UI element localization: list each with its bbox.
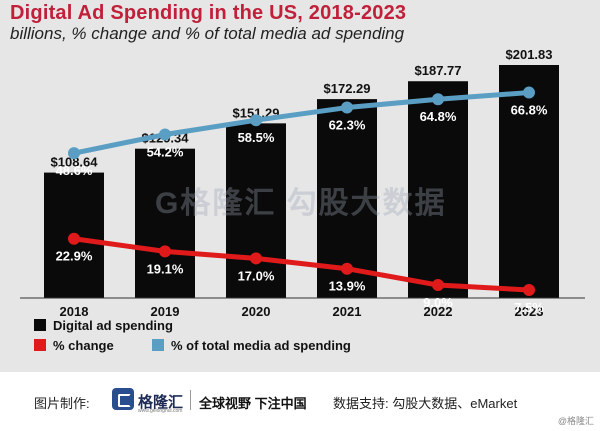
footer-source: 数据支持: 勾股大数据、eMarket [333,396,518,411]
series-point-0 [341,101,353,114]
footer-brand-url: www.gelonghui.com [138,408,183,414]
series-data-label: 22.9% [56,249,93,264]
footer-divider [190,390,191,410]
legend-label: % of total media ad spending [171,338,351,353]
legend-label: % change [53,338,114,353]
series-point-1 [341,262,353,275]
series-point-1 [432,279,444,292]
series-point-0 [159,128,171,141]
series-data-label: 54.2% [147,145,184,160]
chart-title: Digital Ad Spending in the US, 2018-2023 [10,2,407,24]
bar-2022 [408,81,468,298]
series-data-label: 19.1% [147,261,184,276]
chart-area: Digital Ad Spending in the US, 2018-2023… [0,0,600,372]
bar-value-label: $201.83 [506,47,553,62]
watermark: G格隆汇 勾股大数据 [155,187,447,220]
series-line-1 [73,236,530,293]
bar-2023 [499,65,559,298]
chart-plot: $108.642018$129.342019$151.292020$172.29… [20,47,585,353]
brand-logo-icon [112,388,134,410]
bar-value-label: $187.77 [415,63,462,78]
legend-swatch [34,339,46,351]
x-tick-label: 2019 [151,304,180,319]
legend-swatch [34,319,46,331]
x-tick-label: 2022 [424,304,453,319]
x-tick-label: 2020 [242,304,271,319]
footer-maker-label: 图片制作: [34,396,90,411]
series-data-label: 9.0% [423,295,453,310]
series-point-1 [159,245,171,258]
series-point-0 [68,147,80,160]
series-point-0 [523,86,535,99]
bar-value-label: $172.29 [324,81,371,96]
series-data-label: 48.6% [56,163,93,178]
series-data-label: 17.0% [238,268,275,283]
footer-brand: 格隆汇 [138,394,184,411]
bar-2019 [135,148,195,298]
chart-subtitle: billions, % change and % of total media … [10,24,405,43]
series-point-1 [523,284,535,297]
series-data-label: 7.5% [514,300,544,315]
bar-2020 [226,123,286,298]
x-tick-label: 2018 [60,304,89,319]
footer [0,372,600,431]
series-point-1 [250,252,262,265]
series-point-1 [68,232,80,245]
legend-label: Digital ad spending [53,318,173,333]
series-line-0 [73,90,530,156]
series-data-label: 66.8% [511,103,548,118]
footer-slogan: 全球视野 下注中国 [199,396,307,411]
series-data-label: 13.9% [329,279,366,294]
series-data-label: 64.8% [420,109,457,124]
x-tick-label: 2021 [333,304,362,319]
series-data-label: 62.3% [329,118,366,133]
x-tick-label: 2023 [515,304,544,319]
series-data-label: 58.5% [238,130,275,145]
legend-swatch [152,339,164,351]
series-point-0 [432,93,444,106]
corner-mark: @格隆汇 [557,416,594,426]
series-point-0 [250,114,262,127]
bar-value-label: $108.64 [51,155,99,170]
